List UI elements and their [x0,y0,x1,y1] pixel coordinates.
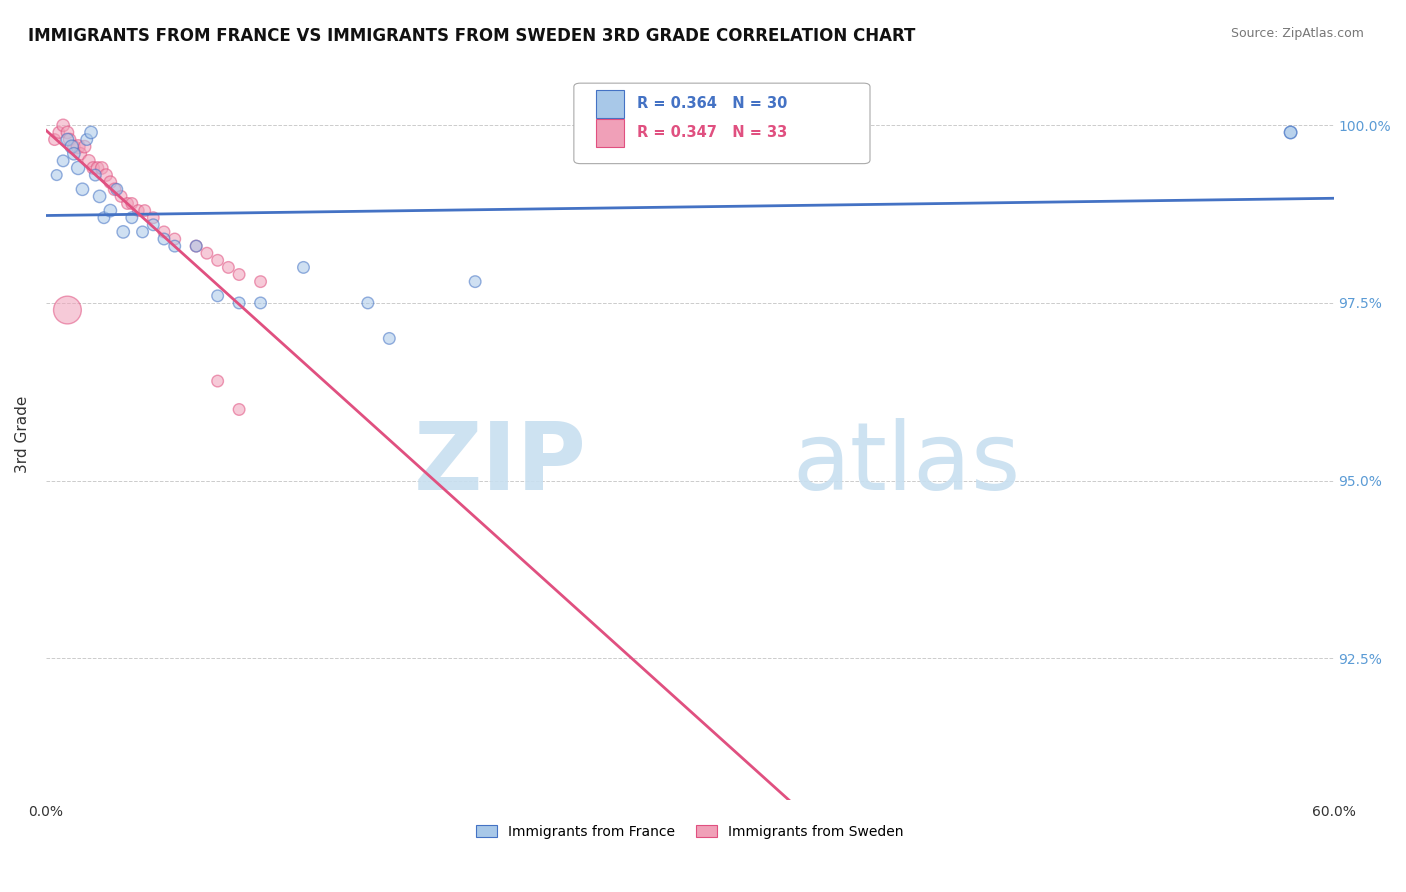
Point [163,239,186,253]
Point [67,161,90,175]
Point [80,125,103,139]
Point [1279,125,1302,139]
FancyBboxPatch shape [574,83,870,163]
Point [105,182,128,196]
Point [56,303,79,318]
Point [195,246,218,260]
Legend: Immigrants from France, Immigrants from Sweden: Immigrants from France, Immigrants from … [471,820,908,845]
Point [77,153,100,168]
Point [207,374,229,388]
Text: IMMIGRANTS FROM FRANCE VS IMMIGRANTS FROM SWEDEN 3RD GRADE CORRELATION CHART: IMMIGRANTS FROM FRANCE VS IMMIGRANTS FRO… [28,27,915,45]
Point [127,203,149,218]
Text: R = 0.347   N = 33: R = 0.347 N = 33 [637,126,787,140]
Point [249,275,271,289]
Point [153,225,176,239]
Point [90,161,112,175]
Point [207,289,229,303]
Text: Source: ZipAtlas.com: Source: ZipAtlas.com [1230,27,1364,40]
Point [52,153,75,168]
Text: atlas: atlas [793,417,1021,509]
Point [93,211,115,225]
Text: ZIP: ZIP [413,417,586,509]
Point [84,168,107,182]
Point [45,168,67,182]
Point [186,239,208,253]
Y-axis label: 3rd Grade: 3rd Grade [15,396,30,473]
Point [56,125,79,139]
Text: R = 0.364   N = 30: R = 0.364 N = 30 [637,96,787,112]
Point [52,119,75,133]
Point [378,331,401,345]
Point [228,296,250,310]
Point [228,268,250,282]
Point [104,182,127,196]
Point [44,132,66,146]
Point [186,239,208,253]
Point [134,203,156,218]
Point [67,139,90,153]
Point [63,139,86,153]
Point [228,402,250,417]
Point [63,146,86,161]
Point [60,139,83,153]
Point [73,139,96,153]
Point [153,232,176,246]
Point [69,146,91,161]
Point [112,225,135,239]
FancyBboxPatch shape [596,90,624,118]
Point [94,168,117,182]
Point [357,296,380,310]
Point [292,260,315,275]
Point [142,211,165,225]
Point [142,218,165,232]
Point [249,296,271,310]
Point [110,189,132,203]
Point [1279,125,1302,139]
Point [72,182,94,196]
Point [82,161,104,175]
Point [56,132,79,146]
Point [131,225,153,239]
Point [217,260,239,275]
Point [117,196,139,211]
Point [48,125,70,139]
Point [163,232,186,246]
Point [207,253,229,268]
Point [98,175,121,189]
Point [76,132,98,146]
Point [464,275,486,289]
Point [121,196,143,211]
Point [58,132,80,146]
Point [98,203,121,218]
Point [121,211,143,225]
Point [89,189,111,203]
Point [86,161,108,175]
FancyBboxPatch shape [596,119,624,147]
